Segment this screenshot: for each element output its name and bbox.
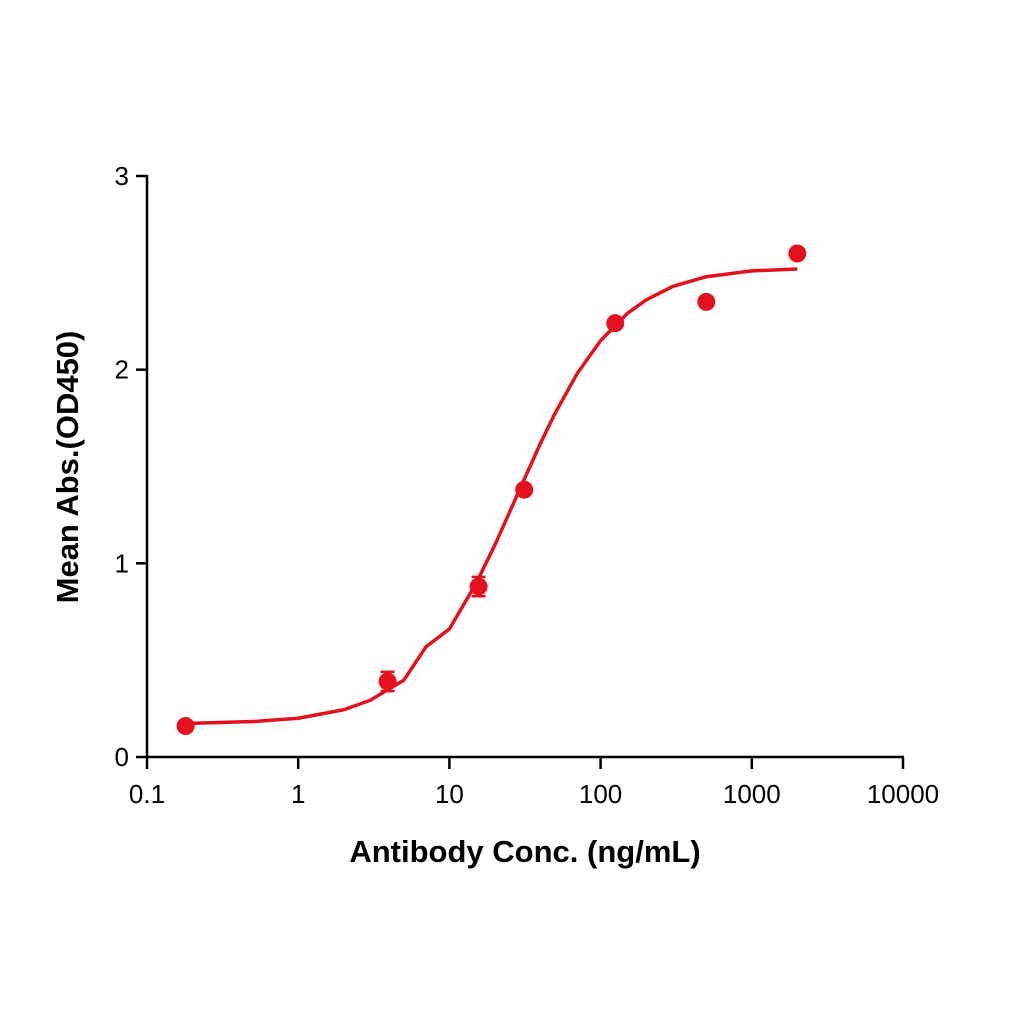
x-tick-label: 10	[435, 779, 464, 809]
data-point	[469, 577, 488, 596]
y-tick-label: 0	[115, 742, 129, 772]
y-tick-label: 1	[115, 548, 129, 578]
data-point	[788, 244, 807, 263]
data-point	[176, 717, 195, 736]
x-tick-label: 1	[291, 779, 305, 809]
y-axis-title: Mean Abs.(OD450)	[50, 331, 85, 604]
x-tick-label: 0.1	[129, 779, 165, 809]
y-tick-label: 3	[115, 161, 129, 191]
x-axis-title: Antibody Conc. (ng/mL)	[349, 834, 700, 869]
x-tick-label: 100	[579, 779, 622, 809]
fit-curve	[185, 267, 798, 726]
x-tick-label: 10000	[867, 779, 939, 809]
x-tick-label: 1000	[723, 779, 781, 809]
data-point	[515, 480, 534, 499]
data-point	[378, 672, 397, 691]
data-point	[606, 314, 625, 333]
data-point	[697, 292, 716, 311]
y-tick-label: 2	[115, 355, 129, 385]
